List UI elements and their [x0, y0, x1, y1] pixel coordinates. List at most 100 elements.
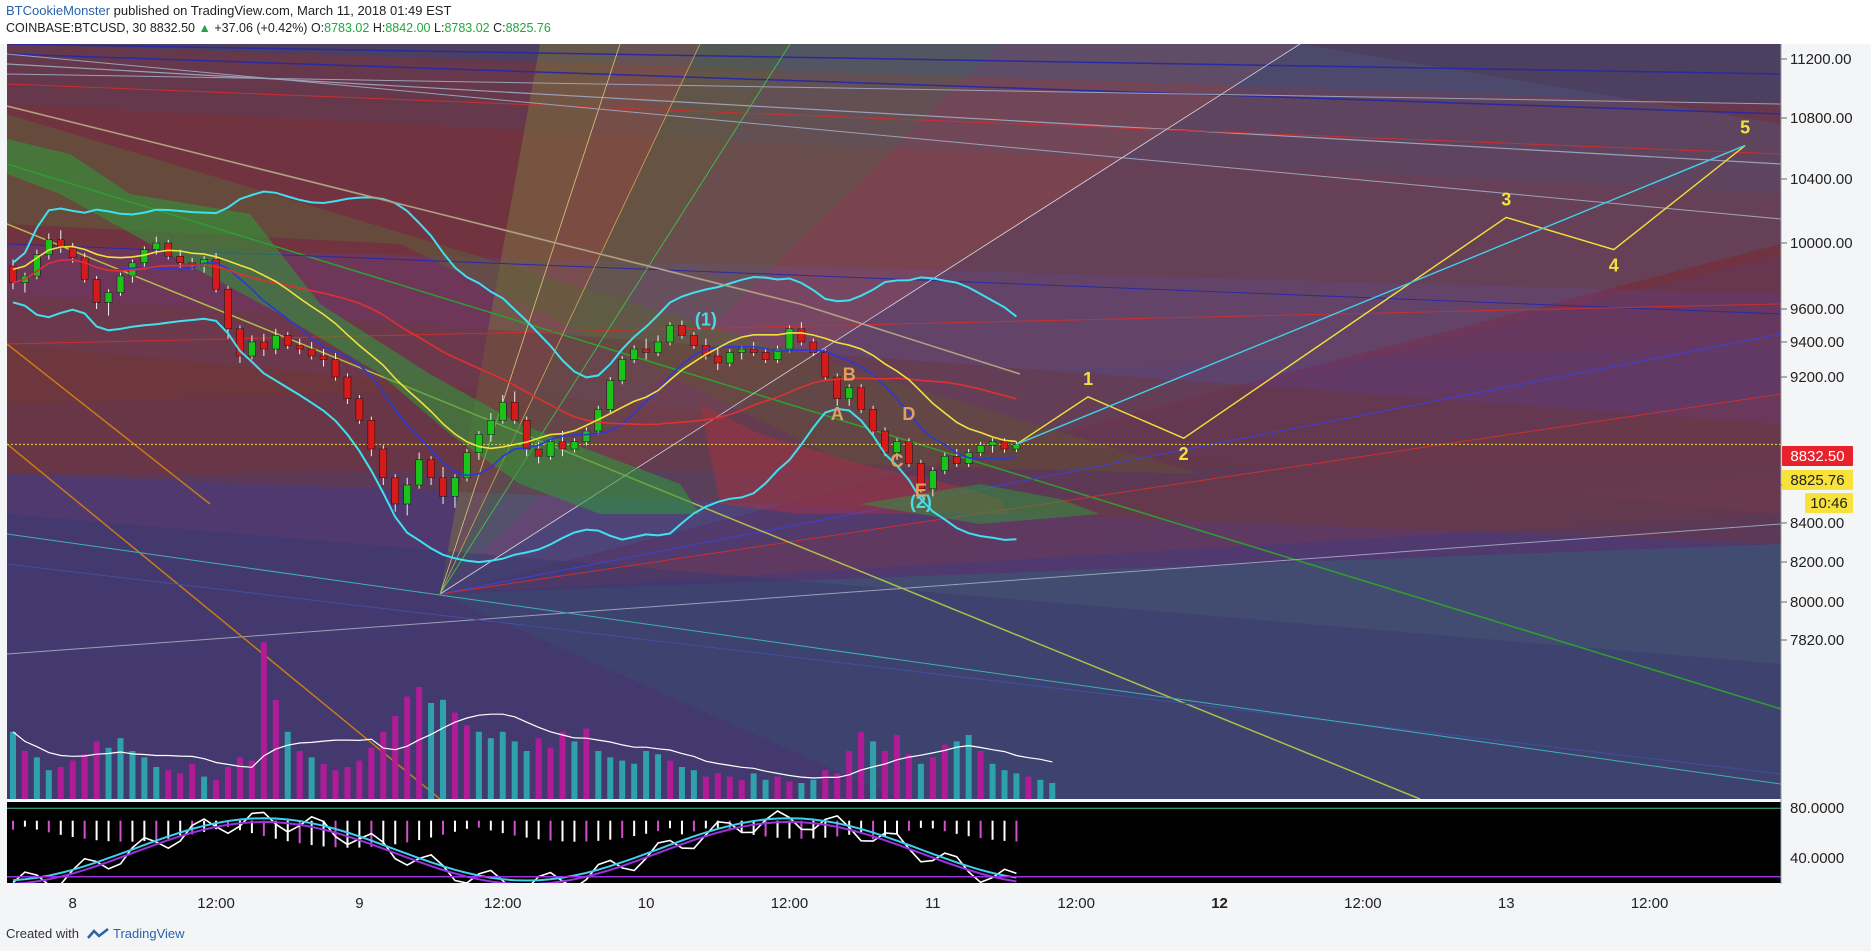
- osc-line-white: [12, 810, 1017, 883]
- tradingview-link[interactable]: TradingView: [113, 926, 185, 941]
- high-label: H:: [372, 21, 386, 35]
- candle-body: [654, 341, 662, 353]
- ma-fast-line: [12, 258, 1017, 477]
- time-tick-label: 8: [69, 895, 77, 912]
- price-tag-close: [1782, 470, 1853, 490]
- candle-body: [92, 279, 101, 303]
- time-tick-label: 11: [925, 895, 941, 912]
- time-tick-label: 12:00: [1631, 895, 1669, 912]
- publish-text: published on TradingView.com, March 11, …: [113, 3, 452, 18]
- price-tags: 8832.50 8825.76 10:46: [1782, 446, 1853, 513]
- volume-bar: [917, 763, 924, 799]
- volume-bar: [523, 751, 530, 799]
- volume-bar: [726, 776, 733, 799]
- volume-bar: [451, 712, 458, 799]
- elliott-label-B: B: [843, 365, 856, 385]
- volume-bar: [463, 725, 470, 799]
- candle-body: [893, 441, 901, 453]
- candle-body: [845, 387, 853, 399]
- wave-label-5: 5: [1740, 117, 1750, 137]
- candle-body: [319, 355, 328, 360]
- fan-zone-15: [7, 514, 1781, 799]
- close-value: 8825.76: [505, 21, 551, 35]
- tradingview-logo-icon: [87, 928, 109, 939]
- time-tick-label: 12: [1211, 895, 1228, 912]
- candle-body: [737, 348, 746, 353]
- volume-bar: [535, 738, 542, 799]
- candle-body: [403, 484, 411, 505]
- trend-line-18: [439, 44, 701, 595]
- volume-bar: [129, 751, 136, 799]
- volume-bar: [702, 776, 709, 799]
- time-axis[interactable]: 8 12:00 9 12:00 10 12:00 11 12:00 12 12:00 13 12:00: [69, 895, 1669, 912]
- candle-body: [666, 325, 674, 343]
- candle-body: [833, 376, 842, 399]
- author-link[interactable]: BTCookieMonster: [6, 3, 111, 18]
- candles: [9, 230, 1021, 516]
- price-tick-label: 8400.00: [1790, 515, 1844, 532]
- fan-zone-14: [7, 114, 1200, 474]
- volume-bar: [834, 773, 841, 799]
- volume-bar: [225, 767, 232, 799]
- fan-zone-12: [440, 254, 1781, 594]
- candle-body: [761, 352, 770, 360]
- candle-body: [797, 328, 806, 343]
- volume-bar: [858, 731, 865, 799]
- trend-line-6: [7, 243, 1781, 315]
- ma-slow-line: [12, 258, 1017, 426]
- volume-bar: [404, 696, 411, 799]
- publish-info: BTCookieMonster published on TradingView…: [6, 3, 451, 18]
- volume-bar: [690, 770, 697, 799]
- candle-body: [941, 455, 949, 471]
- candle-body: [116, 275, 125, 293]
- candle-body: [821, 352, 830, 378]
- last-price: 8832.50: [149, 21, 195, 35]
- volume-bar: [929, 757, 936, 799]
- volume-bar: [153, 767, 160, 799]
- candle-body: [33, 254, 41, 277]
- candle-body: [1012, 444, 1021, 450]
- volume-bar: [201, 776, 208, 799]
- time-tick-label: 12:00: [197, 895, 235, 912]
- volume-bar: [21, 751, 28, 799]
- volume-bar: [1049, 783, 1056, 799]
- candle-body: [427, 459, 435, 479]
- price-tick-label: 9200.00: [1790, 369, 1844, 386]
- volume-bar: [368, 747, 375, 799]
- candle-body: [1000, 441, 1009, 450]
- candle-body: [331, 359, 340, 378]
- candle-body: [391, 477, 399, 505]
- time-tick-label: 12:00: [771, 895, 809, 912]
- symbol-label: COINBASE:BTCUSD, 30: [6, 21, 147, 35]
- price-tag-text: 10:46: [1810, 495, 1848, 512]
- elliott-label-(1): (1): [695, 310, 717, 330]
- volume-bar: [475, 731, 482, 799]
- trend-line-20: [7, 533, 1781, 785]
- trend-line-2: [7, 63, 1781, 165]
- osc-tick-label: 40.0000: [1790, 850, 1844, 867]
- price-tick-label: 11200.00: [1790, 51, 1851, 68]
- candle-body: [212, 259, 220, 290]
- volume-bar: [380, 731, 387, 799]
- candle-body: [57, 239, 65, 249]
- candle-body: [415, 459, 423, 486]
- oscillator-layer: [7, 807, 1781, 883]
- trend-line-1: [7, 53, 1781, 115]
- footer: Created with TradingView: [0, 918, 1871, 951]
- volume-bar: [678, 767, 685, 799]
- candle-body: [582, 430, 591, 443]
- volume-bar: [619, 760, 626, 799]
- candle-body: [905, 441, 913, 464]
- trend-line-17: [439, 44, 621, 595]
- volume-bar: [667, 760, 674, 799]
- volume-bar: [416, 687, 423, 799]
- candle-body: [558, 441, 567, 450]
- candle-body: [272, 335, 280, 350]
- drawing-layer: [7, 44, 1781, 799]
- created-with-text: Created with: [6, 926, 79, 941]
- candle-body: [439, 477, 447, 497]
- volume-ma-line: [12, 713, 1053, 779]
- candle-body: [367, 419, 376, 450]
- price-tick-label: 9400.00: [1790, 334, 1844, 351]
